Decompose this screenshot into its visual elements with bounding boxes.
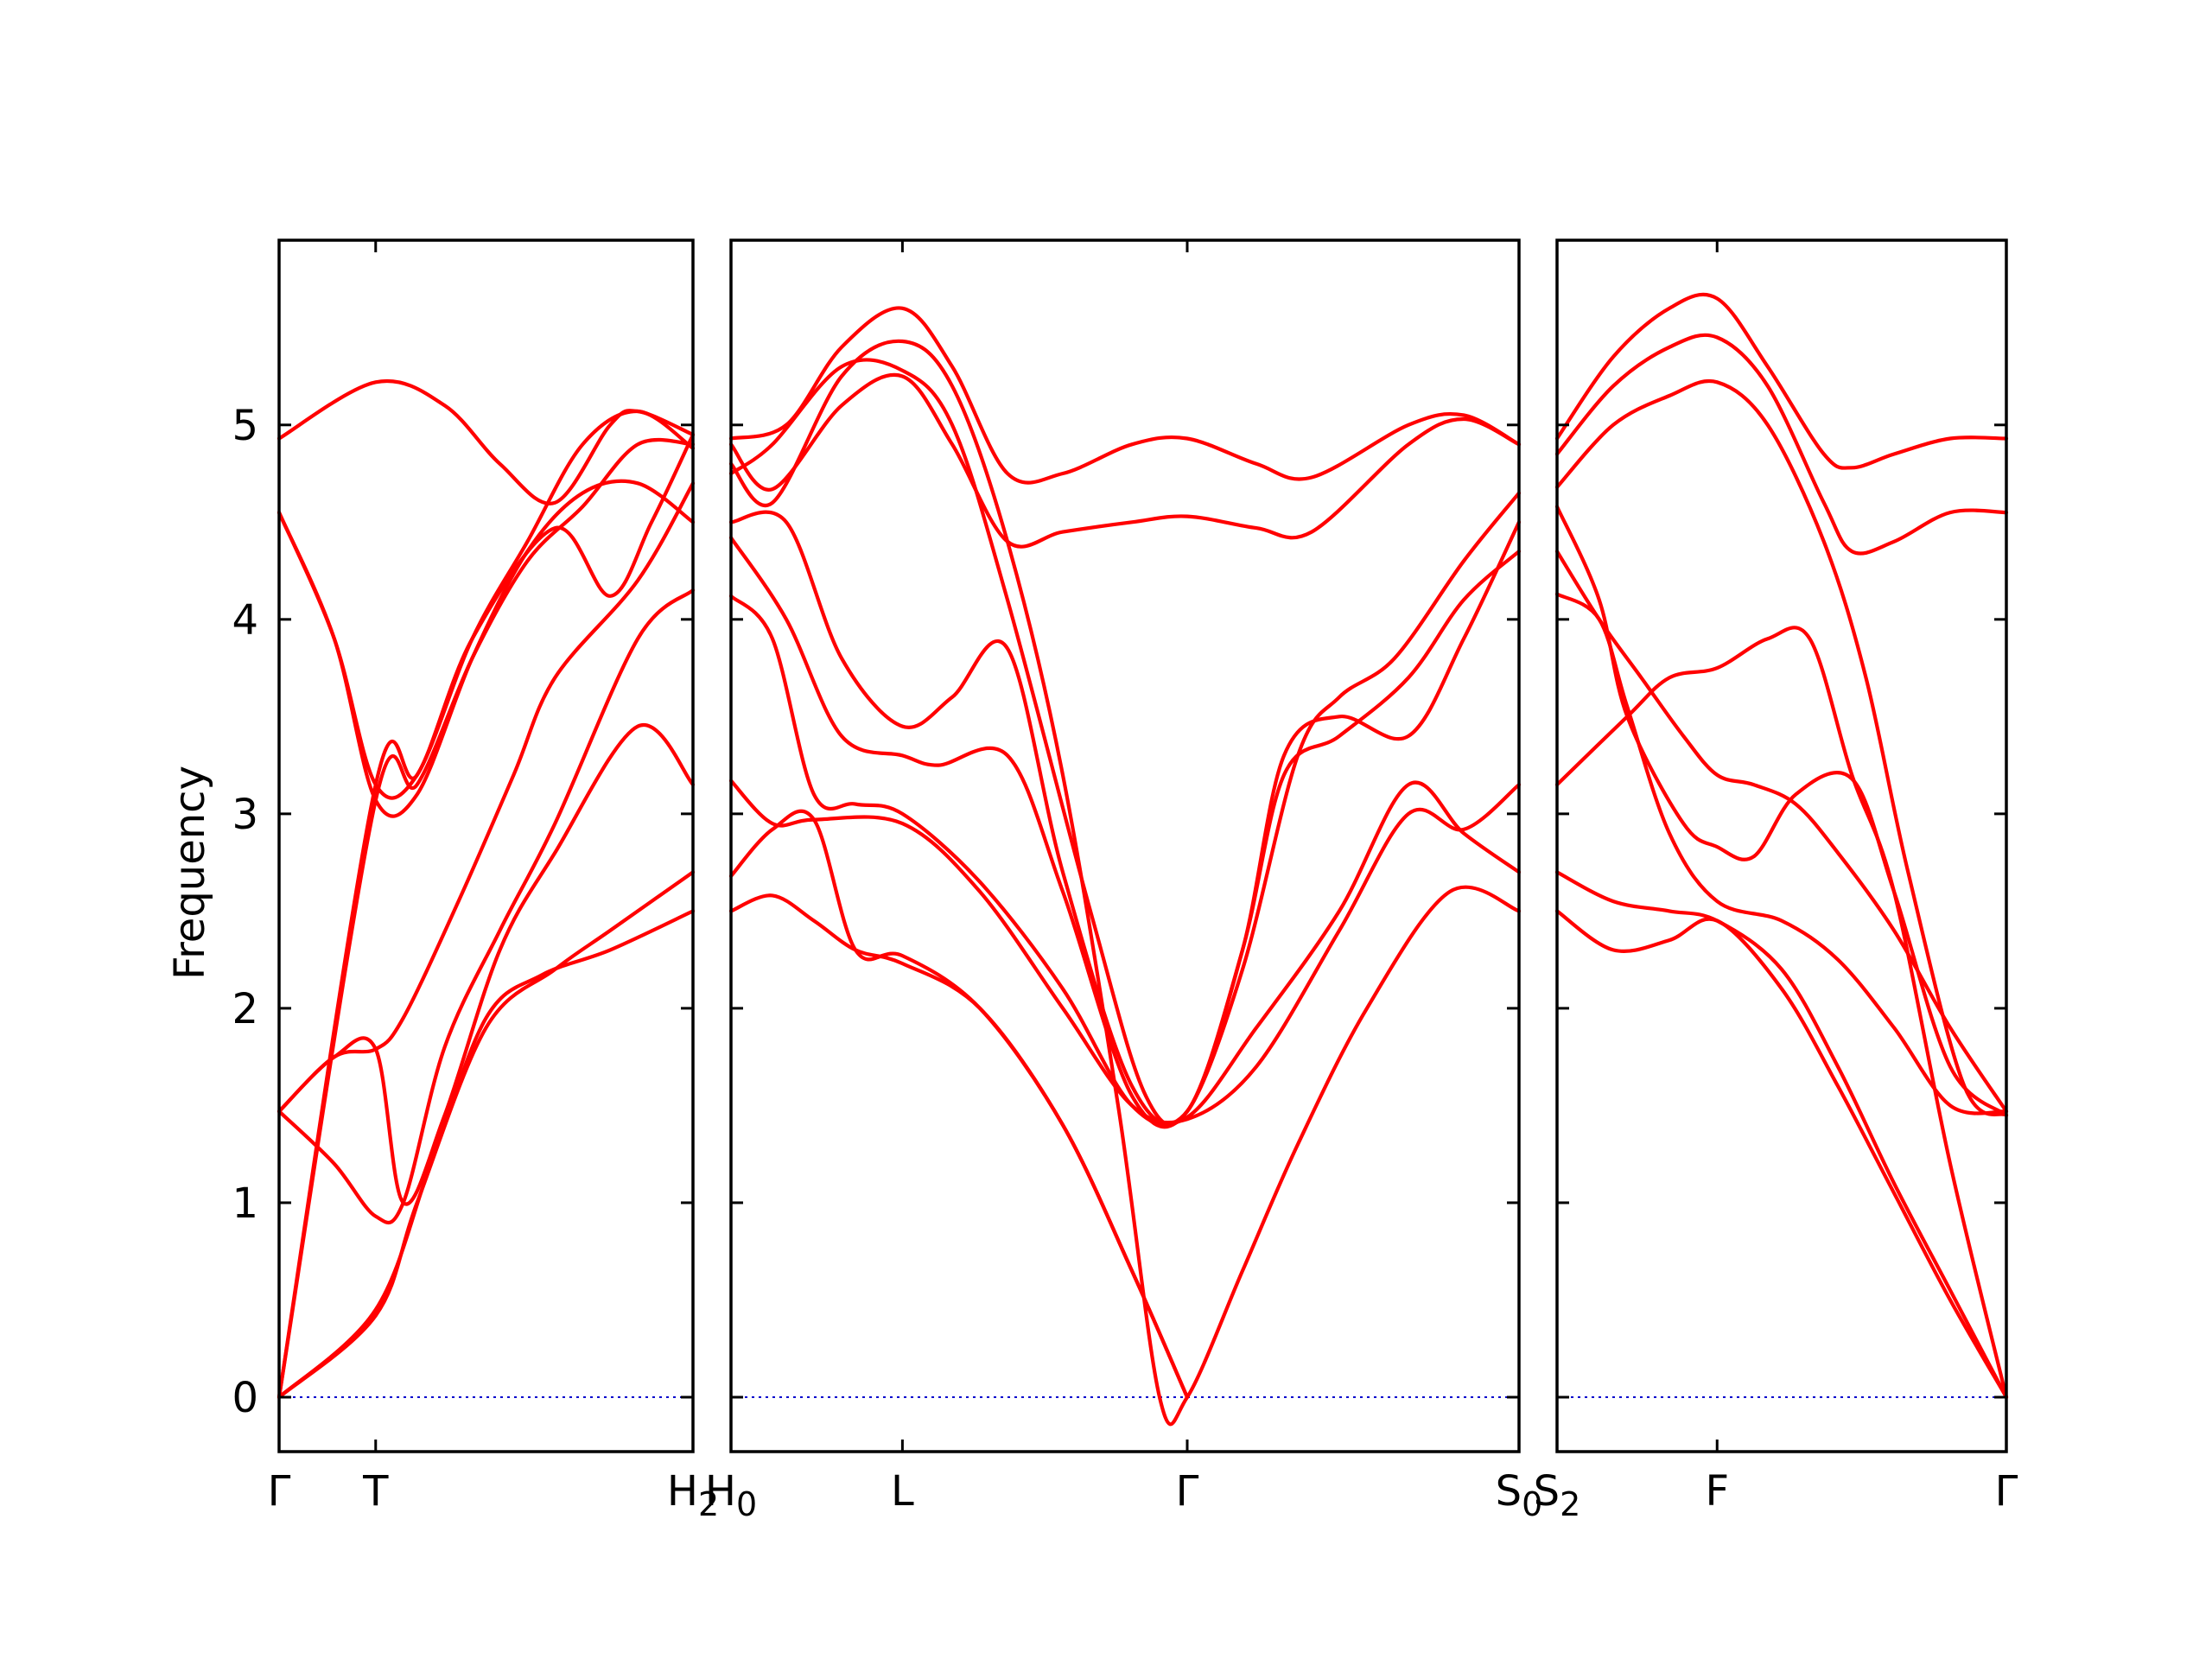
x-tick-label: H2 — [667, 1467, 719, 1523]
y-tick-label: 1 — [232, 1179, 258, 1228]
band-line-7 — [276, 481, 696, 1114]
x-tick-label: F — [1705, 1467, 1729, 1516]
x-tick-label: H0 — [705, 1467, 757, 1523]
band-line-5 — [276, 437, 696, 1400]
band-line-6 — [276, 409, 696, 1400]
y-tick-label: 2 — [232, 985, 258, 1033]
band-line-7 — [1554, 378, 2009, 1117]
x-tick-label: Γ — [1995, 1467, 2018, 1516]
band-line-8 — [728, 339, 1522, 1427]
x-tick-label: S2 — [1534, 1467, 1581, 1523]
band-line-8 — [1554, 333, 2009, 556]
band-line-3 — [276, 588, 696, 1224]
panel-2: H0 L Γ S0 — [705, 238, 1543, 1523]
band-line-5 — [1554, 505, 2009, 1117]
band-line-9 — [276, 479, 696, 818]
band-line-10 — [276, 378, 696, 505]
x-tick-label: T — [362, 1467, 389, 1516]
panel-frame — [729, 238, 1521, 1453]
band-line-1 — [276, 909, 696, 1400]
band-line-3 — [1554, 626, 2009, 1400]
band-line-4 — [728, 594, 1522, 1127]
band-line-2 — [728, 809, 1190, 1400]
panel-frame — [1555, 238, 2008, 1453]
band-line-6 — [728, 510, 1522, 1126]
y-tick-label: 3 — [232, 791, 258, 839]
band-line-9 — [1554, 292, 2009, 470]
x-tick-label: S0 — [1496, 1467, 1543, 1523]
band-line-7 — [728, 358, 1522, 1127]
panel-1: Γ T H2 0 1 2 3 4 5 — [232, 238, 719, 1523]
band-line-4 — [1554, 550, 2009, 1114]
y-tick-label: 0 — [232, 1374, 258, 1422]
band-line-9 — [728, 306, 1522, 485]
panel-3: S2 F Γ — [1534, 238, 2018, 1523]
band-line-2 — [276, 870, 696, 1400]
band-line-2 — [1554, 870, 2009, 1400]
band-line-4 — [276, 722, 696, 1206]
y-axis-title: Frequency — [166, 766, 214, 980]
y-tick-label: 4 — [232, 596, 258, 645]
x-tick-label: Γ — [1176, 1467, 1199, 1516]
x-tick-label: Γ — [268, 1467, 291, 1516]
panel-frame — [277, 238, 695, 1453]
y-tick-label: 5 — [232, 402, 258, 450]
band-line-8 — [276, 432, 696, 800]
band-line-6 — [1554, 592, 2009, 1116]
band-line-5 — [728, 536, 1522, 1129]
band-line-10 — [728, 372, 1522, 549]
band-line-1 — [728, 893, 1190, 1400]
x-tick-label: L — [891, 1467, 914, 1516]
band-line-1 — [1554, 909, 2009, 1400]
